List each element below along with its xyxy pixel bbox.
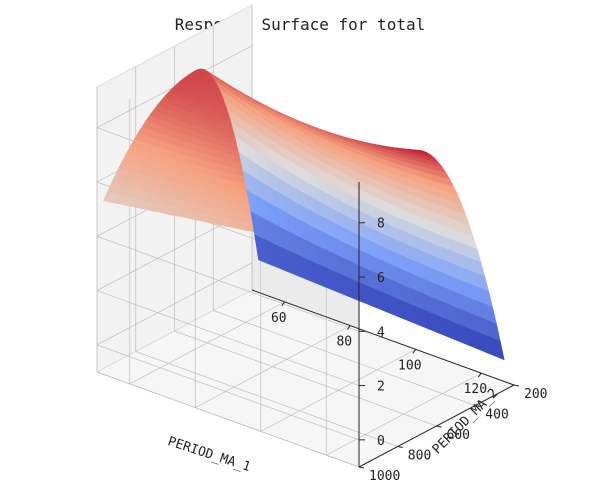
surface-facet xyxy=(490,337,505,361)
z-gridline-back xyxy=(96,290,360,386)
surface-plot xyxy=(103,68,505,361)
z-gridline-back xyxy=(96,235,360,332)
y-tick-label: 600 xyxy=(447,428,470,443)
tick-labels: 60 80 100 120 200 400 600 800 1000 0 2 4 6 8 xyxy=(271,217,548,484)
y-gridline-floor xyxy=(135,351,398,447)
y-gridline-floor xyxy=(96,371,360,468)
tick-mark xyxy=(475,405,481,407)
tick-mark xyxy=(436,425,442,428)
tick-mark xyxy=(281,301,286,307)
x-axis-line xyxy=(251,289,515,386)
y-tick-label: 1000 xyxy=(369,469,400,484)
z-gridline-back xyxy=(96,344,360,441)
tick-mark xyxy=(477,372,482,378)
z-tick-label: 4 xyxy=(377,325,385,340)
z-tick-label: 6 xyxy=(377,271,385,286)
y-gridline-floor xyxy=(174,330,437,427)
tick-mark xyxy=(358,466,365,469)
x-tick-label: 80 xyxy=(336,335,352,350)
y-gridline-floor xyxy=(213,310,476,406)
x-tick-label: 60 xyxy=(271,311,287,326)
tick-mark xyxy=(513,384,520,387)
y-tick-label: 400 xyxy=(485,408,508,423)
z-tick-label: 8 xyxy=(377,217,385,232)
x-tick-label: 100 xyxy=(398,358,421,373)
y-tick-label: 200 xyxy=(524,387,547,402)
z-tick-label: 2 xyxy=(377,380,385,395)
z-gridline-left xyxy=(96,262,253,346)
tick-mark xyxy=(397,446,403,448)
y-tick-label: 800 xyxy=(408,449,431,464)
tick-mark xyxy=(346,325,351,330)
x-tick-label: 120 xyxy=(464,382,487,397)
z-tick-label: 0 xyxy=(377,434,385,449)
x-axis-label: PERIOD_MA_1 xyxy=(166,434,253,475)
tick-mark xyxy=(412,349,417,354)
